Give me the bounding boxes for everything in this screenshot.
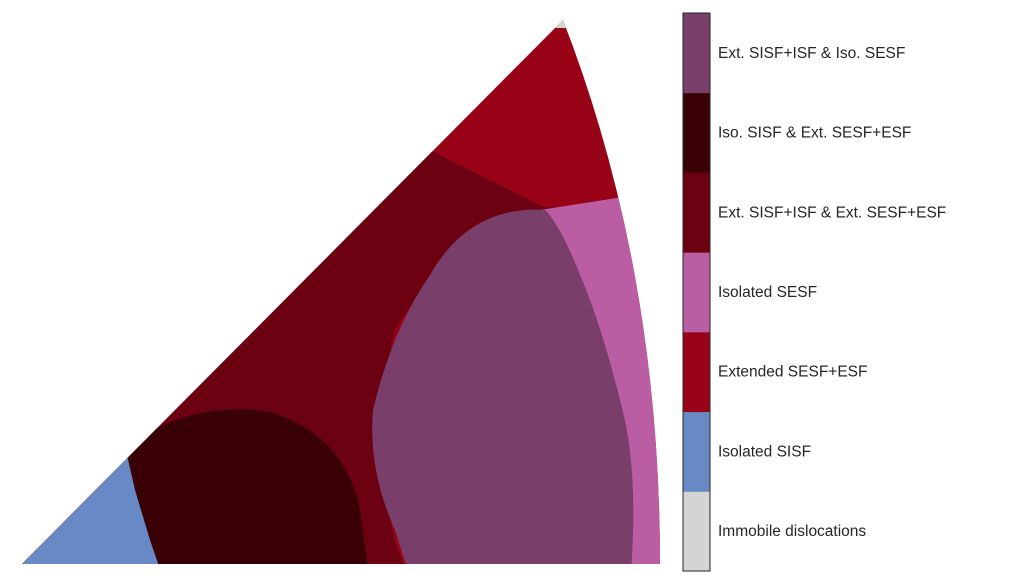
legend-label-ext-sisf-isf-iso-sesf: Ext. SISF+ISF & Iso. SESF [718,45,905,62]
legend-swatch-isolated-sesf [683,252,710,333]
legend-swatch-ext-sisf-isf-iso-sesf [683,13,710,94]
region-isolated-sesf [540,185,660,564]
region-isolated-sisf [22,455,165,564]
legend-swatch-immobile-dislocations [683,491,710,572]
legend-label-ext-sisf-isf-ext-sesf-esf: Ext. SISF+ISF & Ext. SESF+ESF [718,204,946,221]
legend-labels: Immobile dislocations Isolated SISF Extend… [718,45,946,540]
region-ext-sisf-isf-iso-sesf [372,209,634,564]
legend: Immobile dislocations Isolated SISF Extend… [682,12,946,572]
legend-label-extended-sesf-esf: Extended SESF+ESF [718,364,867,381]
legend-frame [682,12,711,572]
legend-label-iso-sisf-ext-sesf-esf: Iso. SISF & Ext. SESF+ESF [718,125,911,142]
legend-swatch-ext-sisf-isf-ext-sesf-esf [683,172,710,253]
region-immobile-dislocations [556,20,572,28]
legend-swatches [683,13,710,572]
legend-label-immobile-dislocations: Immobile dislocations [718,523,866,540]
legend-swatch-iso-sisf-ext-sesf-esf [683,92,710,173]
stereographic-triangle [22,20,660,564]
legend-label-isolated-sesf: Isolated SESF [718,284,817,301]
legend-label-isolated-sisf: Isolated SISF [718,443,811,460]
legend-swatch-extended-sesf-esf [683,331,710,413]
legend-swatch-isolated-sisf [683,411,710,492]
